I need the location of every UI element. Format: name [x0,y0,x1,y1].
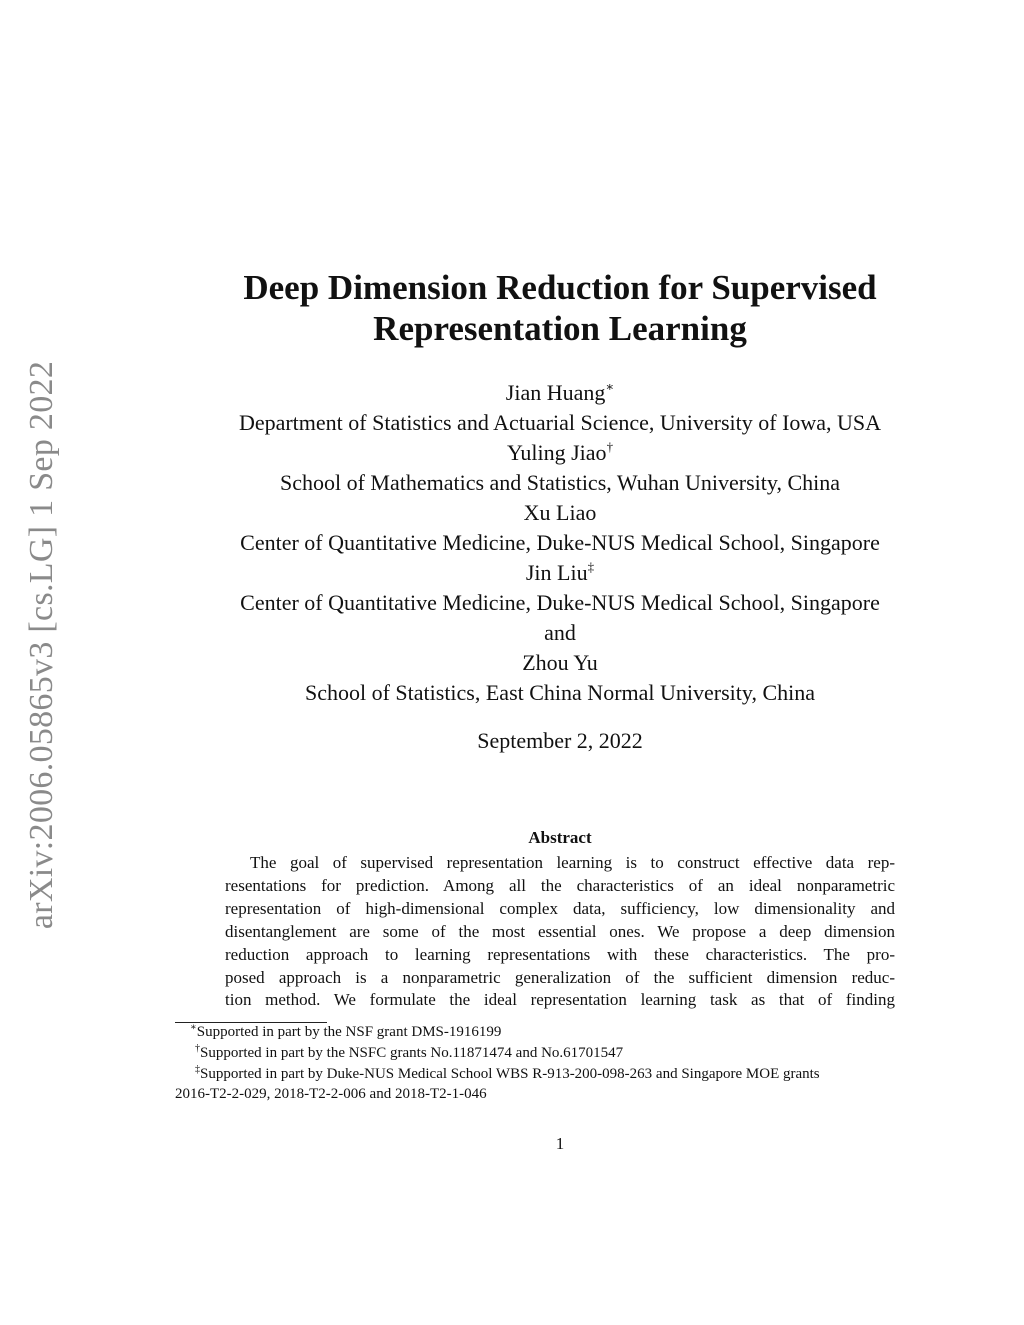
footnote: ∗Supported in part by the NSF grant DMS-… [190,1022,502,1041]
and-text: and [544,620,576,645]
author-name: Jian Huang∗ [0,380,1024,406]
paper-date: September 2, 2022 [477,728,643,753]
author-affiliation: Center of Quantitative Medicine, Duke-NU… [240,590,880,615]
footnote-mark: ∗ [190,1022,197,1033]
author-mark: ∗ [605,379,615,394]
author-mark: † [606,439,614,454]
author-name: Xu Liao [523,500,597,525]
footnote-mark: ‡ [195,1064,200,1075]
author-name-text: Jian Huang [505,380,606,405]
abstract-line: representation of high-dimensional compl… [225,899,895,918]
footnote-text: Supported in part by the NSF grant DMS-1… [196,1024,502,1040]
author-affiliation: Department of Statistics and Actuarial S… [238,410,882,435]
abstract-line: tion method. We formulate the ideal repr… [225,990,895,1009]
footnote-continuation: 2016-T2-2-029, 2018-T2-2-006 and 2018-T2… [175,1086,487,1102]
author-mark: ‡ [587,559,595,574]
abstract-line: resentations for prediction. Among all t… [225,876,895,895]
footnote: ‡Supported in part by Duke-NUS Medical S… [195,1064,820,1083]
footnote-text: Supported in part by the NSFC grants No.… [200,1045,624,1061]
footnote-rule [175,1022,327,1023]
author-name-text: Yuling Jiao [506,440,607,465]
author-affiliation: School of Statistics, East China Normal … [304,680,816,705]
paper-title-line-2: Representation Learning [373,309,747,348]
author-name: Zhou Yu [522,650,598,675]
paper-title-line-1: Deep Dimension Reduction for Supervised [243,268,877,307]
footnote-text: Supported in part by Duke-NUS Medical Sc… [200,1066,820,1082]
footnote-mark: † [195,1043,200,1054]
abstract-line: posed approach is a nonparametric genera… [225,968,895,987]
abstract-line: disentanglement are some of the most ess… [225,922,895,941]
author-name: Jin Liu‡ [0,560,1024,586]
page-number: 1 [555,1134,565,1153]
abstract-line: reduction approach to learning represent… [225,945,895,964]
author-name-text: Jin Liu [525,560,588,585]
footnote: †Supported in part by the NSFC grants No… [195,1043,624,1062]
author-affiliation: Center of Quantitative Medicine, Duke-NU… [240,530,880,555]
author-name: Yuling Jiao† [0,440,1024,466]
abstract-heading: Abstract [528,828,592,847]
author-affiliation: School of Mathematics and Statistics, Wu… [279,470,841,495]
abstract-line: The goal of supervised representation le… [250,853,895,872]
